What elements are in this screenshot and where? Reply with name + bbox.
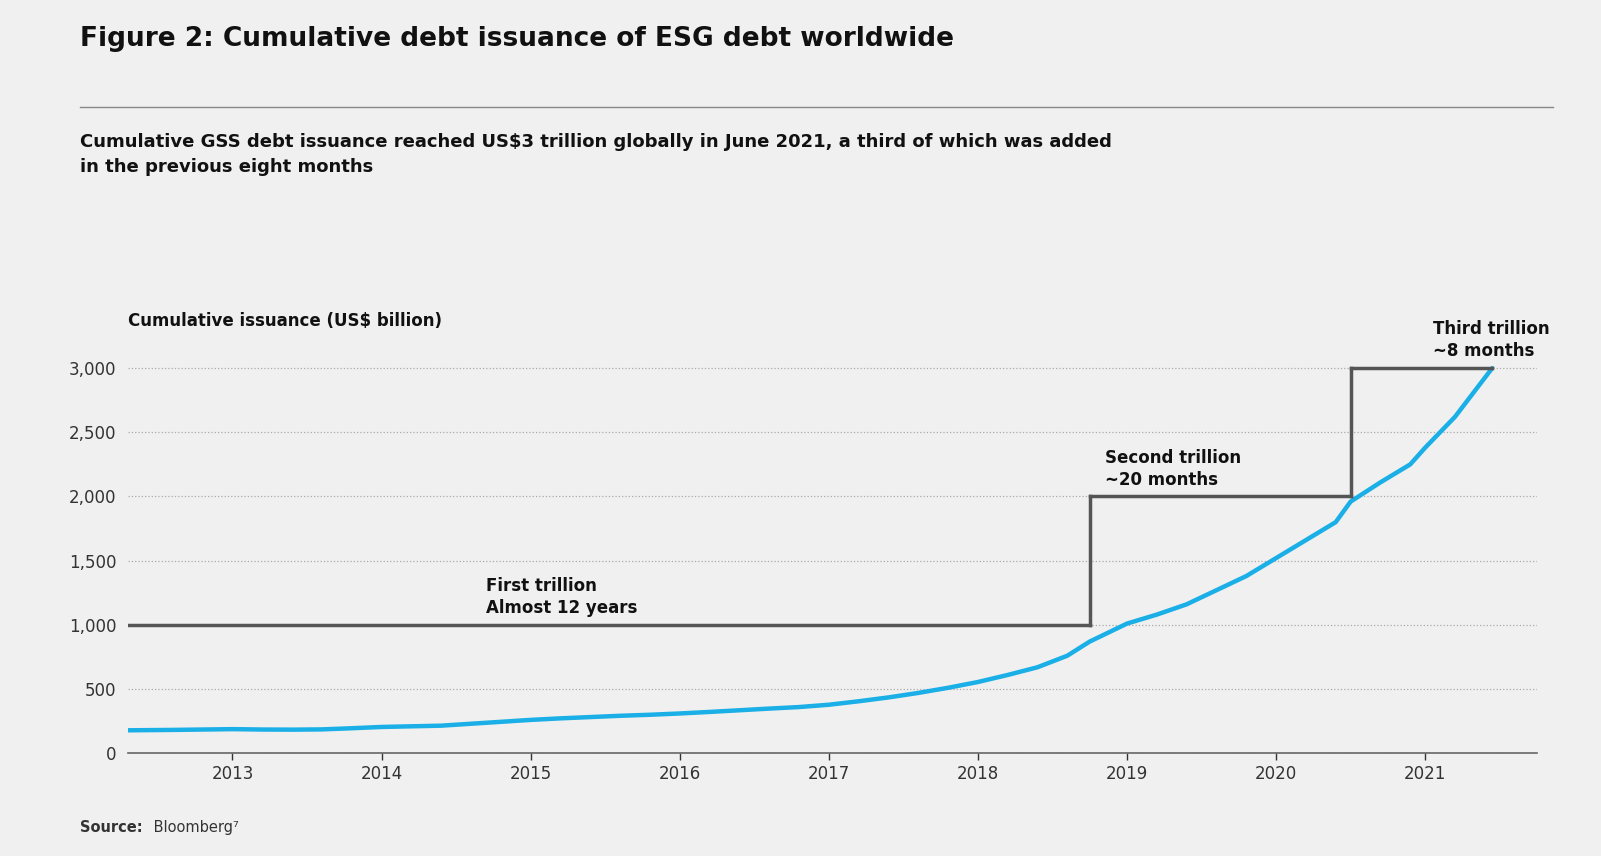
Text: Bloomberg⁷: Bloomberg⁷: [149, 819, 239, 835]
Text: First trillion
Almost 12 years: First trillion Almost 12 years: [485, 577, 637, 617]
Text: Cumulative GSS debt issuance reached US$3 trillion globally in June 2021, a thir: Cumulative GSS debt issuance reached US$…: [80, 133, 1113, 175]
Text: Figure 2: Cumulative debt issuance of ESG debt worldwide: Figure 2: Cumulative debt issuance of ES…: [80, 26, 954, 51]
Text: Source:: Source:: [80, 819, 142, 835]
Text: Third trillion
~8 months: Third trillion ~8 months: [1433, 320, 1550, 360]
Text: Cumulative issuance (US$ billion): Cumulative issuance (US$ billion): [128, 312, 442, 330]
Text: Second trillion
~20 months: Second trillion ~20 months: [1105, 449, 1241, 489]
